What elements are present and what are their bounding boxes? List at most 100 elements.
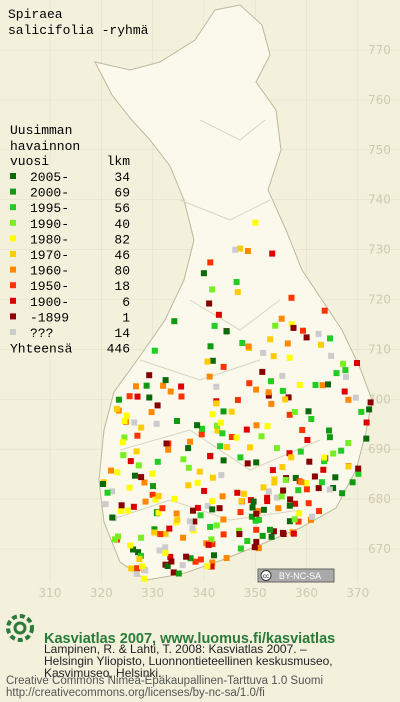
observation-square [284,340,291,347]
grid-label: 700 [368,392,391,406]
grid-label: 740 [368,193,391,207]
observation-square [318,341,324,348]
grid-label: 720 [368,293,391,307]
grid-label: 750 [368,143,391,157]
observation-square [267,336,274,343]
observation-square [228,408,235,415]
observation-square [258,433,265,440]
observation-squares [100,219,374,582]
observation-square [166,525,173,532]
legend-count-header: lkm [107,154,131,169]
observation-square [255,545,262,552]
license: Creative Commons Nimeä-Epäkaupallinen-Ta… [6,675,323,687]
observation-square [291,409,298,415]
observation-square [272,322,279,329]
observation-square [165,446,172,453]
observation-square [290,324,297,331]
observation-square [270,528,277,535]
observation-square [209,559,216,566]
legend-count: 82 [114,232,130,247]
observation-square [285,394,292,401]
observation-square [312,382,319,388]
observation-square [367,399,374,406]
observation-square [211,552,217,559]
legend-label: 1950- [30,279,69,294]
observation-square [355,465,362,472]
observation-square [260,506,267,513]
observation-square [333,370,340,377]
legend-swatch [10,282,16,289]
legend-header: Uusimman [10,123,72,138]
observation-square [207,343,214,350]
observation-square [340,360,347,367]
observation-square [150,483,156,490]
observation-square [174,418,180,424]
observation-square [303,334,310,341]
observation-square [142,498,149,505]
observation-square [191,518,198,525]
observation-square [133,448,140,455]
observation-square [173,510,180,517]
observation-square [286,502,293,509]
observation-square [132,472,138,479]
observation-square [223,555,230,561]
grid-label: 710 [368,342,391,356]
observation-square [233,279,240,285]
observation-square [304,437,311,443]
observation-square [220,457,227,464]
observation-square [178,393,185,400]
observation-square [135,462,142,469]
legend-label: 2000- [30,186,69,201]
observation-square [190,507,196,514]
total-count: 446 [107,342,130,357]
observation-square [286,450,293,457]
observation-square [213,522,220,529]
grid-label: 690 [368,442,391,456]
observation-square [104,489,111,496]
citation: Helsingin Yliopisto, Luonnontieteellinen… [44,654,333,668]
observation-square [183,553,190,560]
observation-square [345,440,352,446]
observation-square [343,373,349,380]
observation-square [349,479,356,486]
observation-square [363,435,370,442]
observation-square [330,485,337,491]
license: http://creativecommons.org/licenses/by-n… [6,687,265,699]
observation-square [236,527,242,534]
observation-square [124,507,131,514]
observation-square [141,479,148,486]
observation-square [209,411,216,418]
observation-square [187,555,194,562]
observation-square [308,416,315,422]
observation-square [306,458,313,465]
observation-square [220,531,227,538]
observation-square [207,453,214,460]
observation-square [171,318,178,325]
observation-square [108,467,114,474]
observation-square [234,397,241,403]
observation-square [100,481,106,487]
observation-square [237,545,244,552]
observation-square [155,493,162,500]
observation-square [279,372,286,379]
observation-square [253,510,260,517]
observation-square [164,563,171,569]
observation-square [342,367,349,374]
observation-square [246,380,253,387]
observation-square [259,532,266,539]
observation-square [249,504,256,511]
observation-square [363,419,370,426]
observation-square [252,517,259,524]
observation-square [250,498,257,505]
observation-square [154,458,161,465]
finland-outline [94,4,373,581]
observation-square [194,504,201,511]
observation-square [238,497,245,504]
legend-label: 1990- [30,217,69,232]
observation-square [138,534,145,541]
observation-square [118,502,125,509]
observation-square [316,508,322,514]
grid-label: 330 [141,586,164,600]
grid-label: 310 [39,586,62,600]
observation-square [273,494,280,501]
